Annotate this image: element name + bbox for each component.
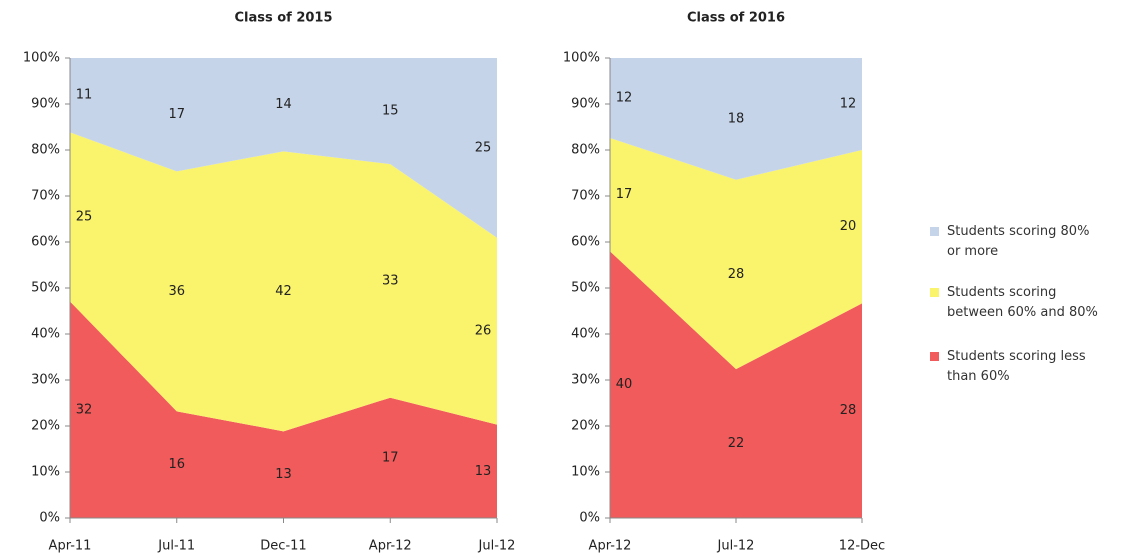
data-label: 32 (76, 402, 93, 417)
x-tick-label: 12-Dec (839, 539, 885, 554)
x-tick-label: Apr-12 (589, 539, 632, 554)
data-label: 17 (382, 450, 399, 465)
legend-swatch (930, 227, 939, 236)
data-label: 26 (475, 324, 492, 339)
data-label: 25 (76, 209, 93, 224)
data-label: 36 (168, 284, 185, 299)
data-label: 14 (275, 97, 292, 112)
data-label: 17 (168, 107, 185, 122)
legend-swatch (930, 352, 939, 361)
area (610, 251, 862, 519)
legend-label: Students scoring less than 60% (947, 349, 1086, 384)
data-label: 42 (275, 284, 292, 299)
x-tick-label: Dec-11 (260, 539, 306, 554)
y-tick-label: 0% (579, 511, 600, 526)
y-tick-label: 100% (563, 51, 600, 66)
x-tick-label: Jul-12 (717, 539, 755, 554)
y-tick-label: 40% (31, 327, 60, 342)
x-tick-label: Jul-11 (157, 539, 195, 554)
y-tick-label: 10% (31, 465, 60, 480)
legend-item: Students scoring between 60% and 80% (930, 283, 1105, 323)
data-label: 16 (168, 457, 185, 472)
data-label: 40 (616, 377, 633, 392)
y-tick-label: 60% (571, 235, 600, 250)
x-tick-label: Apr-11 (49, 539, 92, 554)
legend-label: Students scoring between 60% and 80% (947, 285, 1098, 320)
legend-label: Students scoring 80% or more (947, 224, 1090, 259)
data-label: 15 (382, 104, 399, 119)
x-tick-label: Apr-12 (369, 539, 412, 554)
data-label: 18 (728, 111, 745, 126)
y-tick-label: 20% (571, 419, 600, 434)
y-tick-label: 100% (23, 51, 60, 66)
y-tick-label: 90% (571, 97, 600, 112)
legend-item: Students scoring less than 60% (930, 347, 1105, 387)
data-label: 12 (840, 97, 857, 112)
area (610, 138, 862, 370)
y-tick-label: 50% (31, 281, 60, 296)
data-label: 28 (728, 267, 745, 282)
data-label: 17 (616, 187, 633, 202)
data-label: 11 (76, 88, 93, 103)
y-tick-label: 40% (571, 327, 600, 342)
y-tick-label: 30% (31, 373, 60, 388)
data-label: 28 (840, 403, 857, 418)
y-tick-label: 50% (571, 281, 600, 296)
y-tick-label: 10% (571, 465, 600, 480)
x-tick-label: Jul-12 (478, 539, 516, 554)
legend-swatch (930, 288, 939, 297)
data-label: 20 (840, 219, 857, 234)
area (70, 58, 497, 238)
data-label: 33 (382, 273, 399, 288)
area (610, 58, 862, 180)
data-label: 13 (475, 464, 492, 479)
area (70, 132, 497, 432)
y-tick-label: 60% (31, 235, 60, 250)
y-tick-label: 80% (571, 143, 600, 158)
y-tick-label: 0% (39, 511, 60, 526)
y-tick-label: 70% (31, 189, 60, 204)
data-label: 13 (275, 467, 292, 482)
chart-title: Class of 2016 (687, 11, 785, 26)
y-tick-label: 90% (31, 97, 60, 112)
legend-item: Students scoring 80% or more (930, 222, 1105, 262)
y-tick-label: 20% (31, 419, 60, 434)
chart-title: Class of 2015 (234, 11, 332, 26)
area (70, 301, 497, 518)
y-tick-label: 70% (571, 189, 600, 204)
y-tick-label: 80% (31, 143, 60, 158)
data-label: 22 (728, 436, 745, 451)
data-label: 25 (475, 140, 492, 155)
y-tick-label: 30% (571, 373, 600, 388)
data-label: 12 (616, 91, 633, 106)
